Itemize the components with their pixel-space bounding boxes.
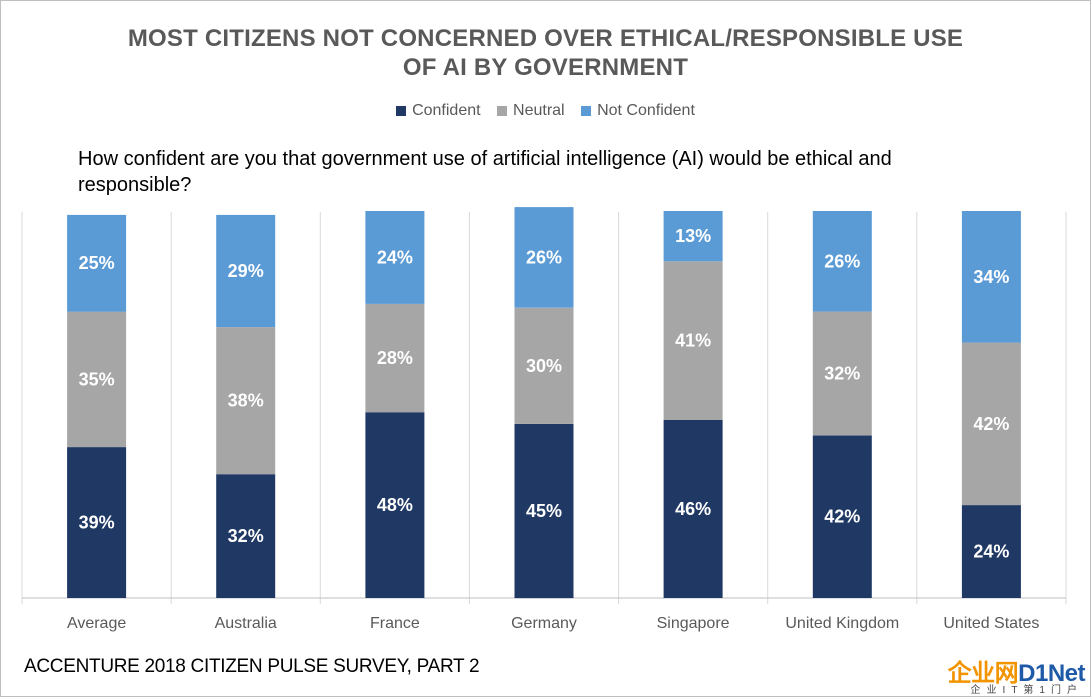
legend-swatch-neutral bbox=[497, 106, 508, 116]
bar-confident-average bbox=[67, 447, 127, 598]
legend-swatch-not-confident bbox=[581, 106, 592, 116]
legend-label-confident: Confident bbox=[412, 102, 481, 119]
data-label-not-confident-united-kingdom: 26% bbox=[824, 251, 860, 271]
bar-not-confident-united-kingdom bbox=[812, 211, 872, 312]
bar-not-confident-average bbox=[67, 214, 127, 312]
x-tick-label-united-kingdom: United Kingdom bbox=[785, 615, 899, 632]
data-label-not-confident-france: 24% bbox=[377, 247, 413, 267]
bar-confident-united-states bbox=[961, 505, 1021, 598]
legend-swatch-confident bbox=[396, 106, 407, 116]
data-label-not-confident-singapore: 13% bbox=[675, 226, 711, 246]
bar-not-confident-germany bbox=[514, 207, 574, 308]
data-label-not-confident-united-states: 34% bbox=[973, 267, 1009, 287]
bar-neutral-singapore bbox=[663, 261, 723, 420]
watermark-logo: 企业网D1Net 企业IT第1门户 bbox=[935, 653, 1086, 696]
bar-neutral-germany bbox=[514, 307, 574, 424]
x-tick-label-germany: Germany bbox=[511, 615, 577, 632]
legend-item-not-confident: Not Confident bbox=[581, 102, 695, 120]
bar-neutral-france bbox=[365, 303, 425, 413]
data-label-confident-australia: 32% bbox=[228, 526, 264, 546]
data-label-not-confident-australia: 29% bbox=[228, 261, 264, 281]
data-label-neutral-australia: 38% bbox=[228, 391, 264, 411]
legend-item-neutral: Neutral bbox=[497, 102, 565, 120]
x-tick-label-united-states: United States bbox=[943, 615, 1039, 632]
data-label-confident-germany: 45% bbox=[526, 501, 562, 521]
x-tick-label-australia: Australia bbox=[215, 615, 277, 632]
legend-label-not-confident: Not Confident bbox=[597, 102, 695, 119]
legend-item-confident: Confident bbox=[396, 102, 481, 120]
bar-confident-australia bbox=[216, 474, 276, 598]
chart-title: MOST CITIZENS NOT CONCERNED OVER ETHICAL… bbox=[0, 24, 1091, 82]
source-note: ACCENTURE 2018 CITIZEN PULSE SURVEY, PAR… bbox=[24, 656, 480, 677]
data-label-neutral-united-kingdom: 32% bbox=[824, 364, 860, 384]
bar-confident-germany bbox=[514, 423, 574, 599]
bar-confident-france bbox=[365, 412, 425, 598]
data-label-confident-average: 39% bbox=[79, 513, 115, 533]
bar-confident-singapore bbox=[663, 420, 723, 598]
x-tick-label-singapore: Singapore bbox=[657, 615, 730, 632]
data-label-not-confident-average: 25% bbox=[79, 253, 115, 273]
legend-label-neutral: Neutral bbox=[513, 102, 565, 119]
bar-neutral-united-kingdom bbox=[812, 311, 872, 436]
data-label-neutral-singapore: 41% bbox=[675, 331, 711, 351]
bar-neutral-average bbox=[67, 311, 127, 448]
bar-not-confident-united-states bbox=[961, 211, 1021, 343]
chart-subtitle: How confident are you that government us… bbox=[78, 148, 892, 196]
chart-title-line-1: MOST CITIZENS NOT CONCERNED OVER ETHICAL… bbox=[127, 25, 964, 52]
bar-neutral-united-states bbox=[961, 342, 1021, 506]
watermark-logo-en: D1Net bbox=[1018, 660, 1085, 687]
chart-title-line-2: OF AI BY GOVERNMENT bbox=[402, 54, 689, 81]
x-tick-label-france: France bbox=[370, 615, 420, 632]
bar-confident-united-kingdom bbox=[812, 435, 872, 598]
data-label-not-confident-germany: 26% bbox=[526, 247, 562, 267]
data-label-confident-singapore: 46% bbox=[675, 499, 711, 519]
watermark-logo-sub: 企业IT第1门户 bbox=[970, 685, 1083, 696]
watermark-logo-cn: 企业网 bbox=[947, 660, 1019, 687]
bar-not-confident-france bbox=[365, 211, 425, 304]
bar-neutral-australia bbox=[216, 327, 276, 475]
bar-not-confident-australia bbox=[216, 214, 276, 328]
bar-not-confident-singapore bbox=[663, 211, 723, 262]
data-label-neutral-average: 35% bbox=[79, 369, 115, 389]
data-label-neutral-germany: 30% bbox=[526, 356, 562, 376]
chart-legend: Confident Neutral Not Confident bbox=[0, 102, 1091, 121]
data-label-confident-france: 48% bbox=[377, 495, 413, 515]
data-label-neutral-france: 28% bbox=[377, 348, 413, 368]
data-label-confident-united-kingdom: 42% bbox=[824, 507, 860, 527]
data-label-neutral-united-states: 42% bbox=[973, 414, 1009, 434]
x-tick-label-average: Average bbox=[67, 615, 126, 632]
data-label-confident-united-states: 24% bbox=[973, 542, 1009, 562]
watermark-logo-main: 企业网D1Net bbox=[947, 653, 1086, 688]
